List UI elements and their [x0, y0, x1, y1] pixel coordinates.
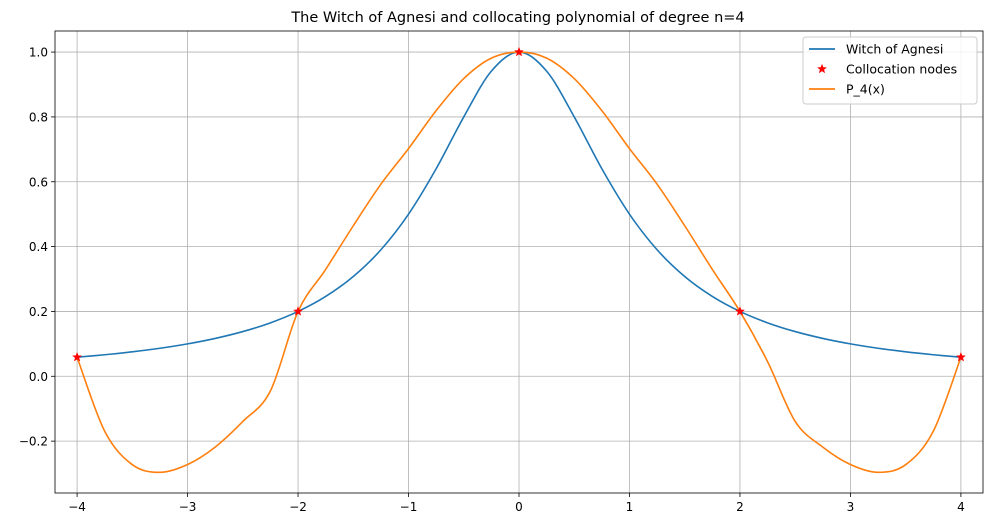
x-tick-label: 4 [957, 500, 965, 514]
x-tick-label: 2 [736, 500, 744, 514]
collocation-node-marker [72, 351, 83, 362]
y-tick-label: 1.0 [29, 46, 48, 60]
y-tick-label: 0.4 [29, 240, 48, 254]
y-tick-label: 0.0 [29, 370, 48, 384]
collocation-node-marker [955, 351, 966, 362]
y-tick-label: 0.8 [29, 110, 48, 124]
grid [55, 31, 983, 493]
legend: Witch of Agnesi Collocation nodes P_4(x) [802, 36, 978, 105]
x-tick-label: −2 [289, 500, 307, 514]
x-tick-label: −4 [68, 500, 86, 514]
chart-title: The Witch of Agnesi and collocating poly… [290, 10, 744, 26]
legend-label: Witch of Agnesi [846, 42, 943, 57]
axes-frame [54, 30, 984, 494]
legend-label: Collocation nodes [846, 62, 957, 77]
x-tick-label: −3 [179, 500, 197, 514]
y-tick-label: 0.2 [29, 305, 48, 319]
plot-area [72, 46, 966, 474]
legend-marker-collocation-nodes [816, 63, 828, 74]
axes [51, 30, 984, 497]
x-tick-label: 1 [626, 500, 634, 514]
x-tick-label: −1 [400, 500, 418, 514]
collocation-node-marker [292, 306, 304, 316]
legend-label: P_4(x) [846, 82, 885, 97]
legend-box [802, 36, 978, 105]
x-tick-label: 0 [515, 500, 523, 514]
tick-labels: −4 −3 −2 −1 0 1 2 3 4 −0.2 0.0 0.2 0.4 0.6 0.8 1.0 [19, 46, 965, 514]
y-tick-label: 0.6 [29, 175, 48, 189]
collocation-node-marker [734, 306, 746, 316]
collocation-node-marker [513, 46, 525, 57]
y-tick-label: −0.2 [19, 435, 48, 449]
x-tick-label: 3 [847, 500, 855, 514]
